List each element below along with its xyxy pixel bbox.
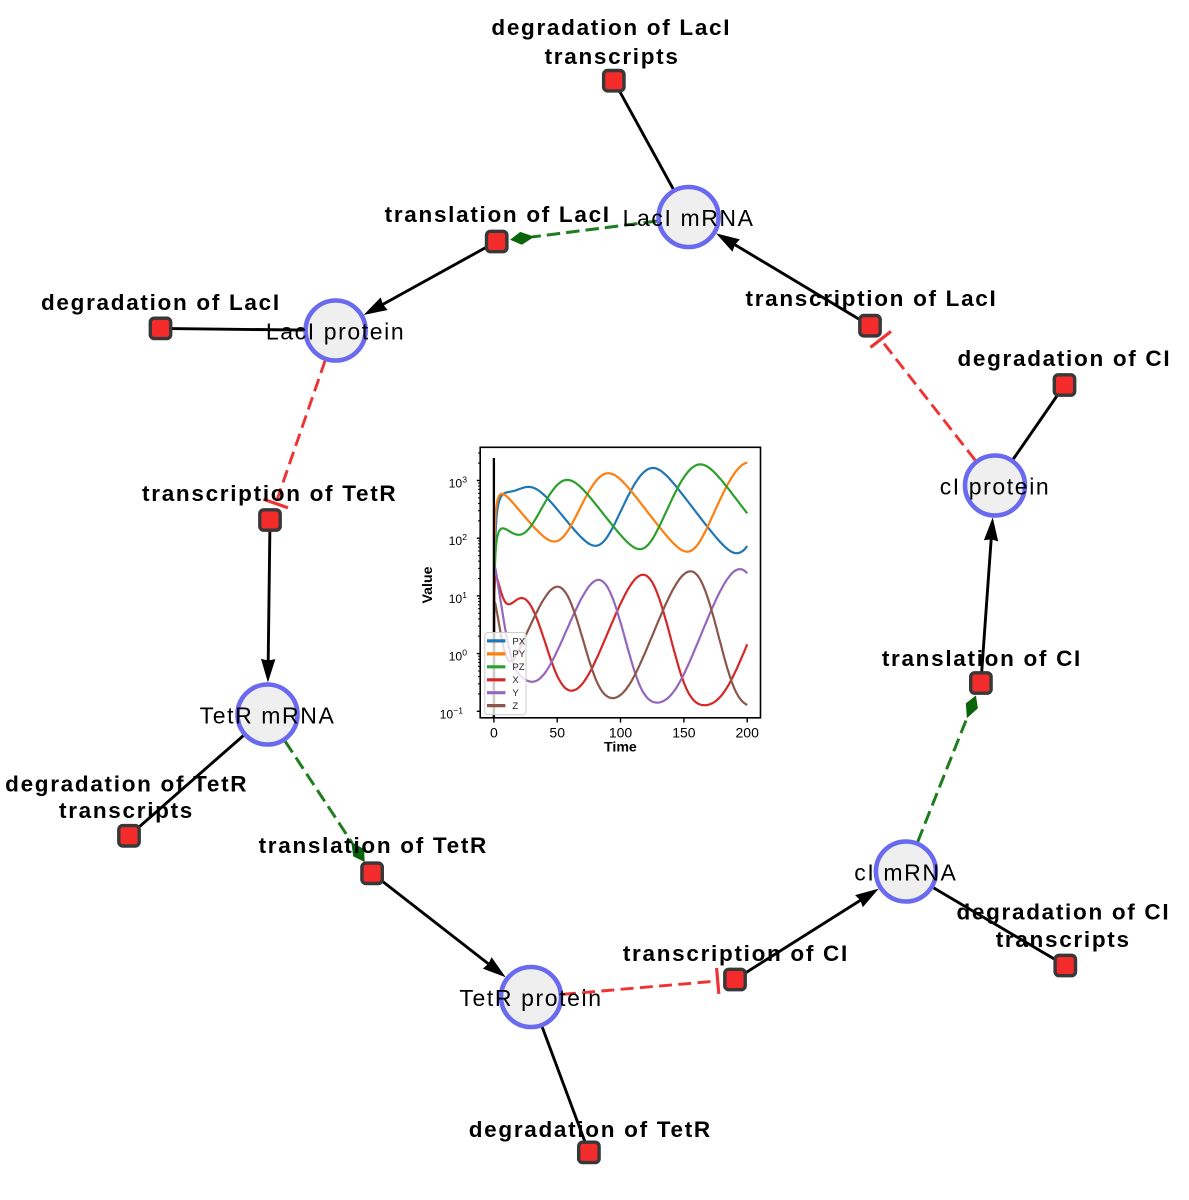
svg-text:150: 150 — [672, 724, 696, 740]
svg-text:translation of CI: translation of CI — [882, 646, 1082, 671]
svg-text:PZ: PZ — [512, 662, 524, 673]
svg-text:translation of TetR: translation of TetR — [259, 833, 488, 858]
svg-text:transcripts: transcripts — [59, 798, 194, 823]
svg-text:transcription of LacI: transcription of LacI — [746, 286, 998, 311]
svg-text:translation of LacI: translation of LacI — [385, 202, 611, 227]
svg-text:LacI protein: LacI protein — [266, 319, 405, 345]
svg-text:degradation of LacI: degradation of LacI — [41, 290, 281, 315]
svg-text:200: 200 — [736, 724, 760, 740]
svg-text:cI protein: cI protein — [940, 474, 1051, 500]
svg-text:PY: PY — [512, 649, 525, 660]
svg-text:transcripts: transcripts — [996, 927, 1131, 952]
svg-text:cI mRNA: cI mRNA — [854, 860, 957, 886]
svg-text:transcripts: transcripts — [545, 44, 680, 69]
svg-text:degradation of CI: degradation of CI — [957, 346, 1171, 371]
svg-text:TetR protein: TetR protein — [459, 985, 602, 1011]
svg-text:Value: Value — [420, 566, 436, 603]
svg-text:LacI mRNA: LacI mRNA — [623, 205, 755, 231]
svg-text:50: 50 — [549, 724, 565, 740]
svg-text:Time: Time — [604, 740, 637, 756]
svg-text:degradation of TetR: degradation of TetR — [469, 1117, 712, 1142]
svg-text:X: X — [512, 675, 519, 686]
svg-text:TetR mRNA: TetR mRNA — [200, 703, 336, 729]
svg-text:100: 100 — [609, 724, 633, 740]
svg-text:degradation of TetR: degradation of TetR — [5, 772, 248, 797]
svg-text:0: 0 — [490, 724, 498, 740]
svg-text:transcription of TetR: transcription of TetR — [142, 481, 397, 506]
svg-text:degradation of CI: degradation of CI — [956, 900, 1170, 925]
svg-text:Z: Z — [512, 701, 518, 712]
svg-text:degradation of LacI: degradation of LacI — [491, 15, 731, 40]
svg-text:transcription of CI: transcription of CI — [623, 941, 849, 966]
svg-text:Y: Y — [512, 688, 519, 699]
svg-text:PX: PX — [512, 636, 525, 647]
